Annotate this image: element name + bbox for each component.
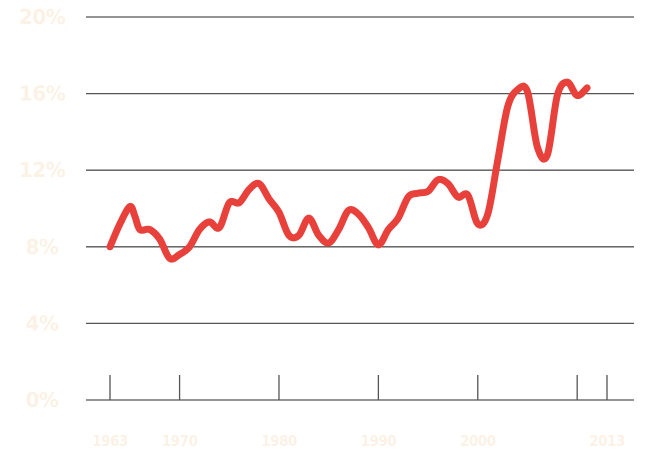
x-tick-label: 1980: [261, 432, 297, 450]
x-axis: 1963 1970 1980 1990 2000 2013: [92, 375, 625, 450]
x-tick-label: 1990: [361, 432, 397, 450]
y-tick-label: 0%: [26, 388, 59, 412]
x-tick-label: 2000: [460, 432, 496, 450]
y-tick-label: 20%: [19, 5, 66, 29]
gridlines: [86, 16, 634, 401]
x-tick-label: 1970: [162, 432, 198, 450]
y-tick-label: 16%: [19, 82, 66, 106]
y-tick-label: 4%: [26, 311, 59, 335]
x-tick-label: 1963: [92, 432, 128, 450]
y-axis: 20% 16% 12% 8% 4% 0%: [19, 5, 66, 412]
x-tick-label: 2013: [589, 432, 625, 450]
y-tick-label: 8%: [26, 235, 59, 259]
y-tick-label: 12%: [19, 158, 66, 182]
series-line-0: [106, 78, 591, 263]
series: [106, 78, 591, 263]
